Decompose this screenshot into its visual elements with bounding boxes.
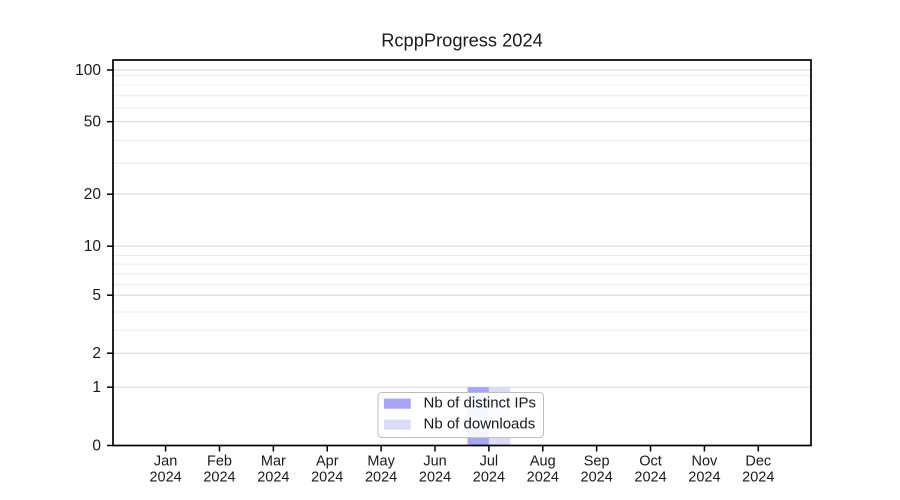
svg-text:Jul: Jul [480, 454, 499, 470]
svg-text:Jan: Jan [154, 454, 177, 470]
svg-text:2024: 2024 [149, 470, 181, 486]
svg-text:1: 1 [92, 379, 101, 396]
svg-text:Nb of downloads: Nb of downloads [424, 416, 536, 433]
svg-text:2: 2 [92, 345, 101, 362]
svg-text:Sep: Sep [584, 454, 610, 470]
svg-text:Apr: Apr [316, 454, 339, 470]
svg-text:10: 10 [84, 238, 102, 255]
svg-text:100: 100 [75, 62, 101, 79]
svg-text:2024: 2024 [203, 470, 235, 486]
svg-text:2024: 2024 [742, 470, 774, 486]
svg-text:50: 50 [84, 114, 102, 131]
svg-text:2024: 2024 [473, 470, 505, 486]
svg-text:5: 5 [92, 287, 101, 304]
svg-text:Dec: Dec [745, 454, 771, 470]
svg-text:0: 0 [92, 438, 101, 455]
svg-text:Nov: Nov [692, 454, 719, 470]
svg-text:May: May [367, 454, 395, 470]
svg-text:2024: 2024 [419, 470, 451, 486]
svg-text:2024: 2024 [257, 470, 289, 486]
svg-text:Jun: Jun [423, 454, 446, 470]
svg-text:Oct: Oct [639, 454, 662, 470]
svg-text:RcppProgress 2024: RcppProgress 2024 [381, 30, 543, 51]
svg-text:Aug: Aug [530, 454, 556, 470]
svg-text:Nb of distinct IPs: Nb of distinct IPs [424, 395, 537, 412]
svg-text:2024: 2024 [365, 470, 397, 486]
svg-text:Feb: Feb [207, 454, 232, 470]
svg-text:Mar: Mar [261, 454, 286, 470]
svg-text:2024: 2024 [311, 470, 343, 486]
svg-text:20: 20 [84, 186, 102, 203]
svg-text:2024: 2024 [634, 470, 666, 486]
svg-text:2024: 2024 [688, 470, 720, 486]
svg-text:2024: 2024 [581, 470, 613, 486]
svg-text:2024: 2024 [527, 470, 559, 486]
